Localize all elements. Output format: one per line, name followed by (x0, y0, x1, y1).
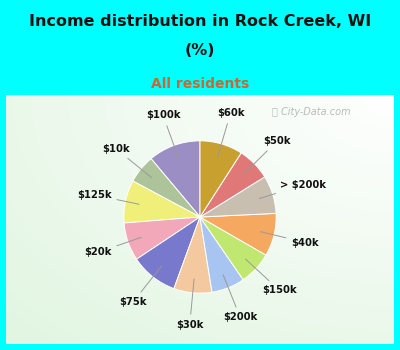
Wedge shape (133, 159, 200, 217)
Wedge shape (136, 217, 200, 289)
Text: $30k: $30k (176, 279, 204, 330)
Text: $40k: $40k (260, 232, 319, 247)
Text: $100k: $100k (146, 110, 180, 159)
Text: $75k: $75k (119, 266, 162, 307)
Text: $150k: $150k (246, 259, 297, 295)
Text: $10k: $10k (102, 144, 152, 178)
Text: (%): (%) (185, 43, 215, 58)
Wedge shape (200, 141, 241, 217)
Wedge shape (124, 217, 200, 259)
Text: $20k: $20k (84, 237, 141, 257)
Text: All residents: All residents (151, 77, 249, 91)
Wedge shape (174, 217, 212, 293)
Wedge shape (200, 214, 276, 255)
Text: > $200k: > $200k (259, 180, 326, 198)
Text: $200k: $200k (223, 275, 257, 322)
Text: $50k: $50k (244, 136, 291, 173)
Wedge shape (151, 141, 200, 217)
Bar (394, 94, 400, 350)
Wedge shape (200, 217, 243, 292)
Wedge shape (124, 181, 200, 223)
Text: $60k: $60k (217, 108, 244, 157)
Wedge shape (200, 217, 266, 280)
Bar (0, 344, 400, 350)
Text: ⓘ City-Data.com: ⓘ City-Data.com (272, 107, 351, 117)
Wedge shape (200, 177, 276, 217)
Bar (0, 94, 6, 350)
Text: Income distribution in Rock Creek, WI: Income distribution in Rock Creek, WI (29, 14, 371, 29)
Wedge shape (200, 153, 265, 217)
Text: $125k: $125k (77, 190, 139, 204)
